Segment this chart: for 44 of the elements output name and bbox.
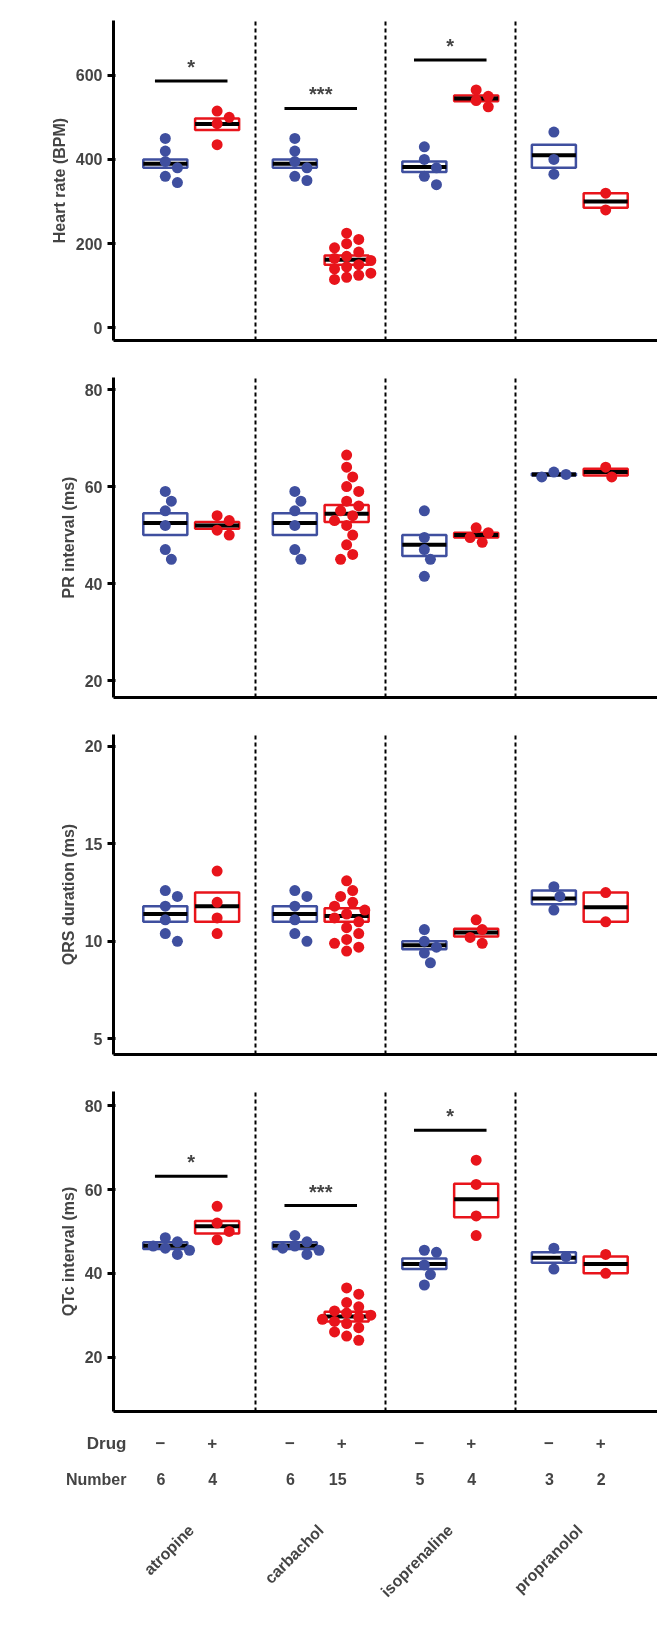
text: + xyxy=(207,1434,218,1453)
annotation: * xyxy=(446,1105,455,1128)
text: + xyxy=(595,1434,606,1453)
text: Number xyxy=(66,1471,127,1488)
y-axis-title: PR interval (ms) xyxy=(59,476,77,599)
text: − xyxy=(284,1434,295,1453)
y-axis-title: Heart rate (BPM) xyxy=(50,117,68,244)
text: 6 xyxy=(285,1471,295,1488)
text: − xyxy=(414,1434,425,1453)
text: + xyxy=(466,1434,477,1453)
text: 15 xyxy=(328,1471,347,1488)
y-tick-label: 40 xyxy=(84,575,103,593)
y-tick-label: 0 xyxy=(93,319,103,337)
y-tick-label: 80 xyxy=(84,1097,103,1115)
annotation: * xyxy=(187,1151,196,1174)
text: 3 xyxy=(544,1471,554,1488)
y-axis-title: QRS duration (ms) xyxy=(59,823,77,966)
y-tick-label: 40 xyxy=(84,1265,103,1283)
y-tick-label: 80 xyxy=(84,381,103,399)
text: 4 xyxy=(208,1471,218,1488)
annotation: *** xyxy=(309,83,333,106)
text: − xyxy=(543,1434,554,1453)
text: 2 xyxy=(596,1471,606,1488)
text: 4 xyxy=(467,1471,477,1488)
y-tick-label: 400 xyxy=(75,151,103,169)
text: Drug xyxy=(86,1434,127,1453)
y-tick-label: 20 xyxy=(84,1349,103,1367)
annotation: * xyxy=(187,56,196,79)
y-tick-label: 60 xyxy=(84,1181,103,1199)
y-tick-label: 20 xyxy=(84,672,103,690)
text: 5 xyxy=(415,1471,425,1488)
annotation: *** xyxy=(309,1180,333,1203)
y-tick-label: 10 xyxy=(84,933,103,951)
y-axis-title: QTc interval (ms) xyxy=(59,1186,77,1317)
text: − xyxy=(155,1434,166,1453)
y-tick-label: 20 xyxy=(84,738,103,756)
y-tick-label: 200 xyxy=(75,235,103,253)
text: + xyxy=(336,1434,347,1453)
y-tick-label: 15 xyxy=(84,835,103,853)
y-tick-label: 60 xyxy=(84,478,103,496)
annotation: * xyxy=(446,34,455,57)
text: 6 xyxy=(156,1471,166,1488)
y-tick-label: 600 xyxy=(75,67,103,85)
y-tick-label: 5 xyxy=(93,1030,103,1048)
